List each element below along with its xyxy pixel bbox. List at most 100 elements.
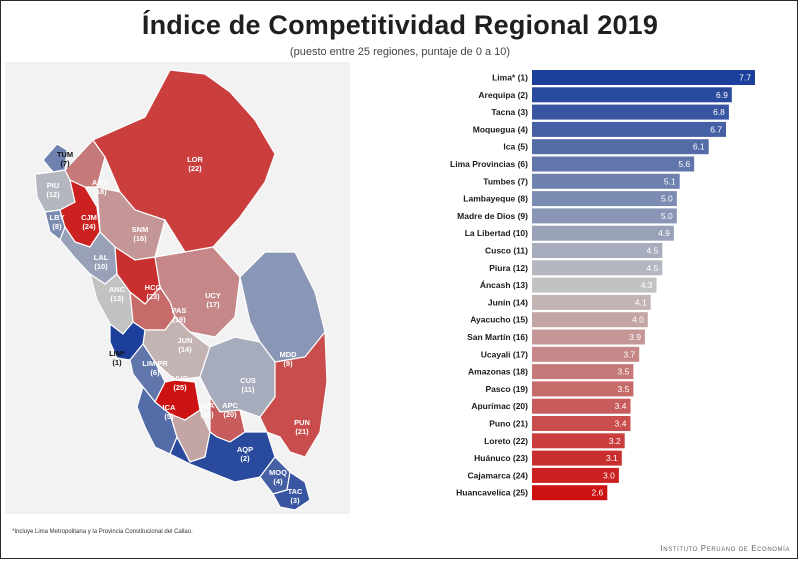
region-code-label: AYA: [200, 401, 215, 410]
bar: [532, 277, 657, 293]
region-code-label: CUS: [240, 376, 256, 385]
category-label: Ucayali (17): [481, 349, 528, 359]
category-label: Piura (12): [489, 263, 528, 273]
region-rank-label: (8): [52, 222, 62, 231]
category-label: Ayacucho (15): [470, 315, 528, 325]
bar: [532, 156, 695, 172]
value-label: 4.3: [641, 280, 653, 290]
value-label: 7.7: [739, 73, 751, 83]
region-tum: [42, 143, 68, 173]
bar: [532, 364, 634, 380]
bar: [532, 139, 709, 155]
category-label: Lambayeque (8): [463, 194, 528, 204]
region-code-label: ANC: [109, 285, 126, 294]
bar: [532, 312, 648, 328]
bar: [532, 121, 726, 137]
value-label: 5.0: [661, 211, 673, 221]
region-rank-label: (12): [46, 190, 60, 199]
chart-title: Índice de Competitividad Regional 2019: [141, 10, 659, 40]
value-label: 5.0: [661, 194, 673, 204]
bar: [532, 191, 677, 207]
bar: [532, 294, 651, 310]
value-label: 3.4: [615, 419, 627, 429]
category-label: Huancavelica (25): [456, 488, 528, 498]
region-code-label: LIM PR: [142, 359, 168, 368]
region-rank-label: (23): [146, 292, 160, 301]
category-label: Cusco (11): [485, 246, 528, 256]
value-label: 4.0: [632, 315, 644, 325]
value-label: 3.0: [603, 470, 615, 480]
region-rank-label: (22): [188, 164, 202, 173]
footnote: *Incluye Lima Metropolitana y la Provinc…: [12, 529, 193, 535]
region-rank-label: (7): [60, 159, 70, 168]
category-label: Tacna (3): [491, 107, 528, 117]
value-label: 5.6: [678, 159, 690, 169]
region-rank-label: (5): [164, 412, 174, 421]
bar: [532, 208, 677, 224]
region-rank-label: (11): [242, 385, 255, 394]
value-label: 4.5: [646, 246, 658, 256]
value-label: 3.4: [615, 401, 627, 411]
bar: [532, 87, 732, 103]
region-code-label: PUN: [294, 418, 310, 427]
bar: [532, 467, 619, 483]
region-code-label: HVC: [172, 374, 188, 383]
region-rank-label: (1): [112, 358, 122, 367]
region-code-label: LBY: [50, 213, 65, 222]
region-rank-label: (10): [94, 262, 108, 271]
region-code-label: APC: [222, 401, 238, 410]
value-label: 3.5: [618, 367, 630, 377]
value-label: 4.9: [658, 228, 670, 238]
region-code-label: SNM: [132, 225, 149, 234]
category-label: Arequipa (2): [478, 90, 528, 100]
category-label: Loreto (22): [484, 436, 528, 446]
category-label: Madre de Dios (9): [457, 211, 528, 221]
region-rank-label: (17): [206, 300, 220, 309]
value-label: 4.5: [646, 263, 658, 273]
region-rank-label: (19): [172, 315, 186, 324]
region-code-label: UCY: [205, 291, 221, 300]
region-rank-label: (21): [295, 427, 309, 436]
region-code-label: PIU: [47, 181, 60, 190]
value-label: 5.1: [664, 176, 676, 186]
category-label: La Libertad (10): [465, 228, 528, 238]
region-rank-label: (20): [223, 410, 237, 419]
category-label: Tumbes (7): [483, 176, 528, 186]
region-rank-label: (4): [273, 477, 283, 486]
value-label: 6.9: [716, 90, 728, 100]
bar: [532, 260, 663, 276]
region-pun: [259, 330, 328, 458]
ranking-bar-chart: Lima* (1) 7.7 Arequipa (2) 6.9 Tacna (3) 6.8 M…: [450, 70, 755, 501]
bar: [532, 398, 631, 414]
bar: [532, 329, 645, 345]
region-code-label: TAC: [288, 487, 303, 496]
region-rank-label: (3): [290, 496, 300, 505]
region-code-label: LIM*: [109, 349, 125, 358]
region-rank-label: (15): [200, 410, 214, 419]
bar: [532, 225, 674, 241]
region-rank-label: (2): [240, 454, 250, 463]
region-code-label: MOQ: [269, 468, 287, 477]
bar: [532, 450, 622, 466]
region-code-label: AMZ: [92, 178, 109, 187]
region-aqp: [169, 430, 276, 483]
region-rank-label: (16): [133, 234, 147, 243]
category-label: Amazonas (18): [468, 367, 528, 377]
category-label: Lima Provincias (6): [450, 159, 528, 169]
category-label: Huánuco (23): [474, 453, 528, 463]
region-rank-label: (9): [283, 359, 293, 368]
category-label: Junín (14): [488, 297, 528, 307]
brand-logo-text: Instituto Peruano de Economía: [660, 544, 790, 553]
region-rank-label: (6): [150, 368, 160, 377]
region-code-label: ICA: [163, 403, 177, 412]
region-code-label: LAL: [94, 253, 109, 262]
value-label: 6.1: [693, 142, 705, 152]
value-label: 3.5: [618, 384, 630, 394]
value-label: 3.2: [609, 436, 621, 446]
region-code-label: JUN: [177, 336, 192, 345]
region-code-label: MDD: [279, 350, 297, 359]
region-code-label: PAS: [172, 306, 187, 315]
bar: [532, 381, 634, 397]
region-code-label: CJM: [81, 213, 97, 222]
